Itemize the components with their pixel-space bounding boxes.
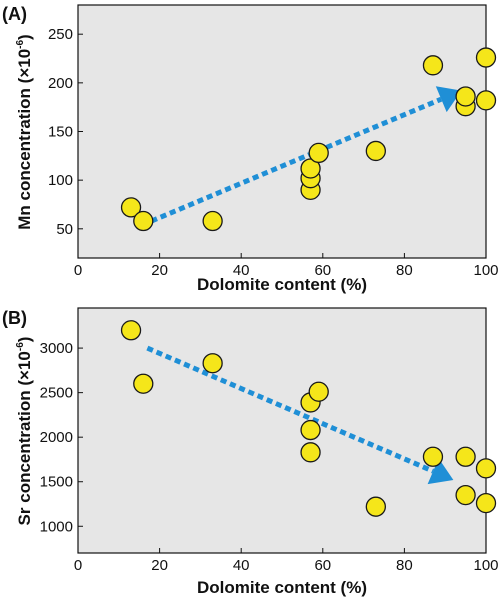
trend-arrow-head — [435, 86, 462, 113]
data-point — [300, 158, 321, 179]
data-point — [475, 90, 497, 111]
x-tick-label: 80 — [396, 557, 413, 574]
data-point — [300, 442, 321, 463]
y-axis-label-a-main: Mn concentration (×10 — [15, 49, 34, 230]
x-tick-label: 60 — [314, 557, 331, 574]
panel-b: (B) 1000 1500 2000 2500 3000 0 20 40 60 80 100 Do… — [2, 307, 498, 597]
y-axis-label-b-main: Sr concentration (×10 — [15, 351, 34, 525]
y-ticks-a: 50 100 150 200 250 — [48, 26, 83, 238]
panel-b-label: (B) — [2, 308, 27, 328]
data-point — [422, 446, 444, 467]
data-point — [133, 373, 154, 394]
points-b — [120, 320, 497, 517]
data-point — [475, 47, 497, 68]
x-tick-label: 20 — [151, 557, 168, 574]
data-point — [455, 484, 476, 506]
y-tick-label: 1000 — [40, 518, 73, 535]
y-tick-label: 250 — [48, 26, 73, 43]
x-ticks-b: 0 20 40 60 80 100 — [74, 548, 498, 574]
y-axis-label-b: Sr concentration (×10-6) — [15, 337, 34, 526]
x-axis-label-a: Dolomite content (%) — [197, 275, 367, 294]
y-tick-label: 1500 — [40, 474, 73, 491]
data-point — [475, 492, 497, 514]
data-point — [455, 446, 476, 467]
data-point — [120, 320, 142, 341]
data-point — [133, 210, 154, 232]
data-point — [455, 86, 476, 107]
y-axis-label-a: Mn concentration (×10-6) — [15, 34, 34, 229]
trend-arrow-a — [150, 96, 443, 224]
data-point — [120, 197, 142, 218]
data-point — [308, 142, 329, 164]
x-tick-label: 100 — [473, 557, 498, 574]
y-axis-label-b-exp: -6 — [15, 342, 26, 351]
y-tick-label: 150 — [48, 124, 73, 141]
data-point — [202, 353, 223, 374]
y-tick-label: 200 — [48, 75, 73, 92]
x-tick-label: 60 — [314, 262, 331, 279]
y-tick-label: 50 — [56, 221, 73, 238]
points-a — [120, 47, 497, 232]
y-axis-label-a-exp: -6 — [15, 40, 26, 49]
x-tick-label: 40 — [233, 557, 250, 574]
x-axis-label-b: Dolomite content (%) — [197, 578, 367, 597]
y-tick-label: 2500 — [40, 385, 73, 402]
x-tick-label: 0 — [74, 262, 82, 279]
x-tick-label: 80 — [396, 262, 413, 279]
y-axis-label-b-close: ) — [15, 337, 34, 343]
x-ticks-a: 0 20 40 60 80 100 — [74, 253, 498, 279]
data-point — [202, 210, 223, 232]
y-tick-label: 100 — [48, 172, 73, 189]
y-axis-label-a-close: ) — [15, 34, 34, 40]
x-tick-label: 100 — [473, 262, 498, 279]
data-point — [365, 496, 386, 517]
panel-a: (A) 50 100 150 200 250 0 20 40 60 80 100 Dolomite… — [2, 4, 498, 294]
data-point — [308, 381, 329, 402]
data-point — [300, 419, 321, 441]
x-tick-label: 0 — [74, 557, 82, 574]
x-tick-label: 40 — [233, 262, 250, 279]
y-tick-label: 3000 — [40, 340, 73, 357]
data-point — [422, 55, 444, 76]
data-point — [475, 458, 497, 479]
y-tick-label: 2000 — [40, 429, 73, 446]
trend-arrow-head — [427, 458, 454, 485]
y-ticks-b: 1000 1500 2000 2500 3000 — [40, 340, 83, 535]
panel-a-label: (A) — [2, 4, 27, 24]
plot-area-b — [77, 307, 487, 554]
trend-arrow-b — [146, 345, 435, 474]
data-point — [365, 140, 386, 162]
x-tick-label: 20 — [151, 262, 168, 279]
